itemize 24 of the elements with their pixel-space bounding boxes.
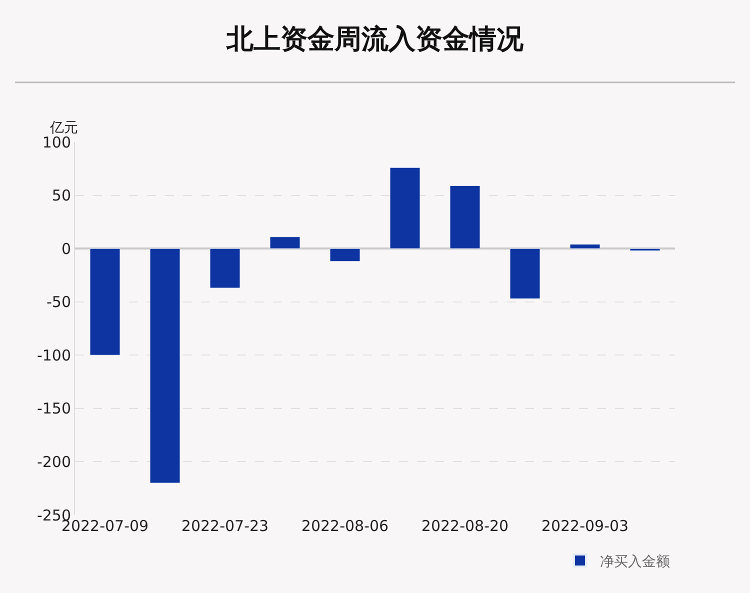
bar — [630, 248, 660, 251]
chart-title: 北上资金周流入资金情况 — [226, 24, 524, 55]
bar — [510, 248, 540, 299]
bar — [90, 248, 120, 356]
x-tick-label: 2022-09-03 — [541, 517, 629, 535]
y-tick-label: 0 — [61, 240, 71, 258]
x-tick-label: 2022-08-20 — [421, 517, 509, 535]
bar — [570, 244, 600, 249]
legend-label: 净买入金额 — [600, 554, 670, 570]
x-tick-label: 2022-07-23 — [181, 517, 269, 535]
y-tick-label: 100 — [42, 133, 71, 152]
x-tick-label: 2022-08-06 — [301, 517, 389, 535]
bar — [450, 185, 480, 249]
y-tick-label: -150 — [36, 400, 71, 418]
bar — [390, 167, 420, 249]
y-tick-label: -100 — [36, 346, 71, 364]
bar — [330, 248, 360, 262]
y-tick-label: 50 — [52, 186, 71, 205]
bar — [270, 236, 300, 249]
y-tick-label: -200 — [36, 452, 71, 471]
bar — [150, 248, 180, 484]
bar — [210, 248, 240, 288]
y-tick-label: -50 — [46, 293, 71, 312]
y-axis-title: 亿元 — [49, 120, 78, 136]
